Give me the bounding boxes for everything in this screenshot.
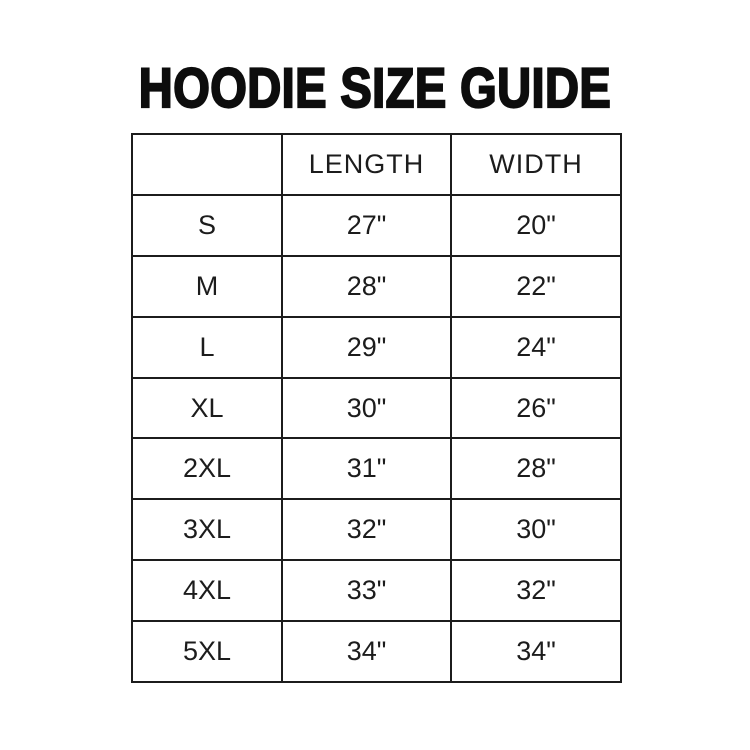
table-row-m: M 28" 22"	[131, 254, 622, 318]
size-cell: 2XL	[131, 437, 283, 501]
width-cell: 26"	[450, 376, 622, 440]
size-guide-table: LENGTH WIDTH S 27" 20" M 28" 22" L 29" 2…	[131, 133, 622, 684]
table-row-s: S 27" 20"	[131, 193, 622, 257]
table-row-4xl: 4XL 33" 32"	[131, 559, 622, 623]
header-row: LENGTH WIDTH	[131, 133, 622, 196]
size-cell: 3XL	[131, 498, 283, 562]
length-cell: 30"	[281, 376, 452, 440]
length-cell: 31"	[281, 437, 452, 501]
length-cell: 29"	[281, 315, 452, 379]
header-cell-blank	[131, 133, 283, 196]
width-cell: 28"	[450, 437, 622, 501]
width-cell: 34"	[450, 620, 622, 684]
size-cell: 5XL	[131, 620, 283, 684]
header-cell-length: LENGTH	[281, 133, 452, 196]
length-cell: 28"	[281, 254, 452, 318]
page-title: HOODIE SIZE GUIDE	[138, 56, 612, 119]
size-cell: XL	[131, 376, 283, 440]
length-cell: 34"	[281, 620, 452, 684]
size-cell: M	[131, 254, 283, 318]
table-row-l: L 29" 24"	[131, 315, 622, 379]
size-cell: S	[131, 193, 283, 257]
size-cell: L	[131, 315, 283, 379]
width-cell: 30"	[450, 498, 622, 562]
table-row-5xl: 5XL 34" 34"	[131, 620, 622, 684]
width-cell: 24"	[450, 315, 622, 379]
width-cell: 20"	[450, 193, 622, 257]
header-cell-width: WIDTH	[450, 133, 622, 196]
length-cell: 33"	[281, 559, 452, 623]
width-cell: 32"	[450, 559, 622, 623]
size-cell: 4XL	[131, 559, 283, 623]
table-row-2xl: 2XL 31" 28"	[131, 437, 622, 501]
table-row-3xl: 3XL 32" 30"	[131, 498, 622, 562]
length-cell: 27"	[281, 193, 452, 257]
table-row-xl: XL 30" 26"	[131, 376, 622, 440]
width-cell: 22"	[450, 254, 622, 318]
length-cell: 32"	[281, 498, 452, 562]
